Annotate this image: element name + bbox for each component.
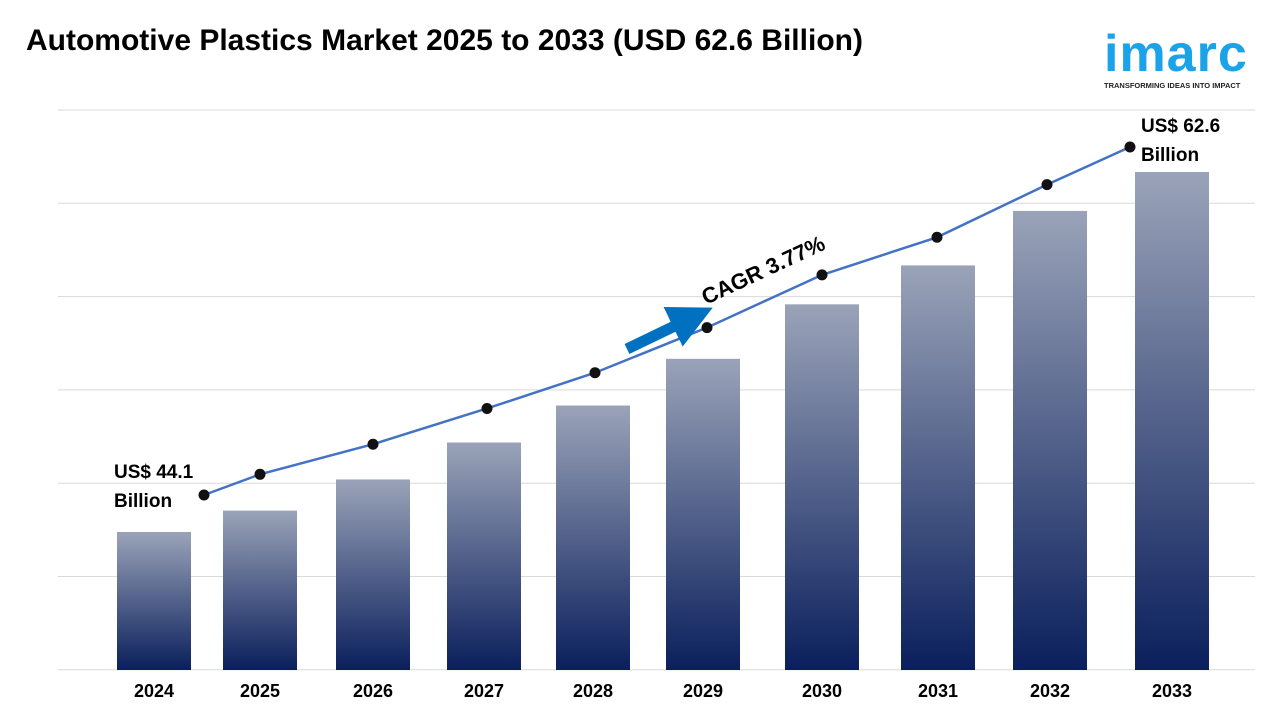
x-tick-label: 2032	[1030, 681, 1070, 701]
line-point	[367, 438, 379, 450]
x-tick-label: 2031	[918, 681, 958, 701]
line-point	[701, 322, 713, 334]
page-title: Automotive Plastics Market 2025 to 2033 …	[26, 24, 863, 57]
bar-2031	[901, 265, 975, 670]
bar-2024	[117, 532, 191, 670]
line-point	[589, 367, 601, 379]
line-point	[254, 468, 266, 480]
line-point	[816, 269, 828, 281]
line-point	[1124, 141, 1136, 153]
x-tick-label: 2028	[573, 681, 613, 701]
line-point	[931, 231, 943, 243]
bar-2025	[223, 510, 297, 670]
bar-2027	[447, 442, 521, 670]
bar-2026	[336, 479, 410, 670]
x-tick-label: 2029	[683, 681, 723, 701]
x-tick-label: 2033	[1152, 681, 1192, 701]
x-tick-label: 2025	[240, 681, 280, 701]
imarc-logo: imarc TRANSFORMING IDEAS INTO IMPACT	[1100, 14, 1260, 90]
bar-2028	[556, 405, 630, 670]
cagr-arrow	[624, 306, 713, 354]
end-value-label: US$ 62.6 Billion	[1141, 116, 1220, 166]
start-value-label: US$ 44.1 Billion	[114, 462, 194, 512]
bar-2030	[785, 304, 859, 670]
x-tick-label: 2027	[464, 681, 504, 701]
line-point	[198, 489, 210, 501]
logo-tagline: TRANSFORMING IDEAS INTO IMPACT	[1104, 81, 1241, 90]
x-tick-label: 2030	[802, 681, 842, 701]
x-tick-label: 2026	[353, 681, 393, 701]
logo-text: imarc	[1104, 25, 1248, 83]
line-point	[481, 402, 493, 414]
line-point	[1041, 179, 1053, 191]
cagr-label: CAGR 3.77%	[698, 231, 829, 310]
bar-2029	[666, 358, 740, 670]
x-tick-label: 2024	[134, 681, 174, 701]
bar-2033	[1135, 172, 1209, 670]
bar-2032	[1013, 210, 1087, 670]
trend-line	[203, 145, 1131, 497]
